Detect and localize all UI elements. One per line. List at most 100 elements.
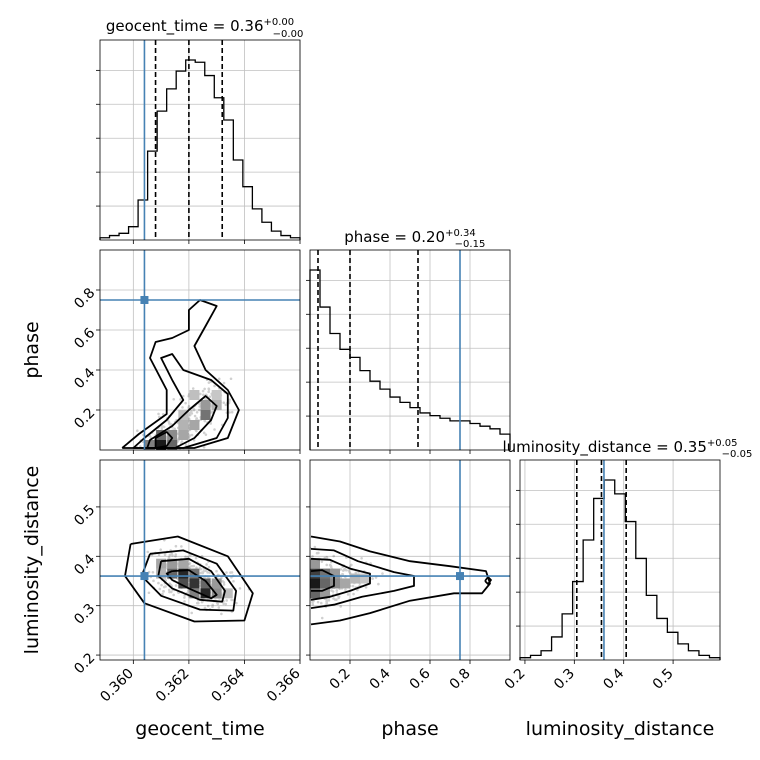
sample-point xyxy=(202,393,205,397)
sample-point xyxy=(159,451,162,454)
hist-geocent-time xyxy=(96,39,301,244)
sample-point xyxy=(161,457,164,460)
sample-point xyxy=(195,429,198,433)
density-cell xyxy=(211,578,222,589)
sample-point xyxy=(205,563,208,566)
sample-point xyxy=(183,600,186,603)
x-tick-label: 0.4 xyxy=(367,666,394,693)
sample-point xyxy=(216,601,219,605)
sample-point xyxy=(188,566,191,570)
y-tick-label: 0.4 xyxy=(71,551,98,578)
sample-point xyxy=(156,455,159,458)
scatter-phase-vs-geocent-time: 0.2 0.4 0.6 0.8 xyxy=(71,249,301,460)
density-cell xyxy=(156,440,167,450)
sample-point xyxy=(180,440,184,443)
sample-point xyxy=(335,589,339,592)
sample-point xyxy=(169,590,173,594)
sample-point xyxy=(208,571,211,574)
sample-point xyxy=(325,555,329,559)
y-tick-label: 0.5 xyxy=(71,502,98,529)
x-tick-label: 0.3 xyxy=(551,666,578,693)
title-geocent-time: geocent_time = 0.36+0.00 xyxy=(106,17,294,36)
sample-point xyxy=(203,606,207,610)
sample-point xyxy=(192,408,196,412)
sample-point xyxy=(381,572,384,575)
sample-point xyxy=(213,384,216,388)
sample-point xyxy=(147,591,151,595)
sample-point xyxy=(187,436,191,439)
sample-point xyxy=(187,394,190,398)
sample-point xyxy=(339,568,343,571)
sample-point xyxy=(152,451,155,454)
sample-point xyxy=(164,585,167,588)
sample-point xyxy=(325,597,328,601)
sample-point xyxy=(160,453,163,456)
sample-point xyxy=(157,415,161,419)
sample-point xyxy=(209,422,213,425)
plot-area xyxy=(100,250,300,460)
x-tick-label: 0.362 xyxy=(153,666,193,706)
density-cell xyxy=(330,568,340,579)
sample-point xyxy=(198,566,202,569)
sample-point xyxy=(170,552,174,556)
sample-point xyxy=(152,579,155,583)
density-cell xyxy=(320,568,330,579)
sample-point xyxy=(347,570,351,573)
sample-point xyxy=(200,571,203,574)
sample-point xyxy=(187,404,191,408)
x-tick-label: 0.360 xyxy=(97,666,137,706)
hist-phase xyxy=(306,249,511,454)
sample-point xyxy=(164,453,167,456)
sample-point xyxy=(325,601,329,605)
sample-point xyxy=(354,571,358,575)
sample-point xyxy=(230,598,233,602)
sample-point xyxy=(192,564,196,568)
sample-point xyxy=(301,554,304,557)
sample-point xyxy=(157,412,160,416)
plot-area xyxy=(295,460,510,660)
sample-point xyxy=(317,551,320,555)
sample-point xyxy=(295,588,298,591)
sample-point xyxy=(319,601,323,605)
sample-point xyxy=(179,398,182,401)
y-tick-label: 0.3 xyxy=(71,601,98,628)
sample-point xyxy=(221,579,225,583)
sample-point xyxy=(176,453,179,456)
sample-point xyxy=(332,597,335,600)
sample-point xyxy=(160,583,163,587)
scatter-luminosity-distance-vs-phase: 0.2 0.4 0.6 0.8 xyxy=(295,459,511,693)
sample-point xyxy=(222,602,225,606)
sample-point xyxy=(204,433,208,436)
sample-point xyxy=(162,425,166,429)
histogram-step xyxy=(309,269,511,450)
sample-point xyxy=(166,452,169,455)
sample-point xyxy=(154,450,157,453)
sample-point xyxy=(192,408,196,411)
sample-point xyxy=(168,582,172,585)
density-cell xyxy=(200,410,211,420)
density-cell xyxy=(189,578,200,589)
sample-point xyxy=(161,424,164,428)
sample-point xyxy=(304,573,307,576)
sample-point xyxy=(203,419,207,423)
sample-point xyxy=(195,566,198,569)
sample-point xyxy=(307,576,310,579)
sample-point xyxy=(177,452,180,455)
sample-point xyxy=(177,457,180,460)
sample-point xyxy=(304,559,307,562)
sample-point xyxy=(316,600,320,604)
ylabel-phase: phase xyxy=(21,321,43,378)
sample-point xyxy=(134,451,137,454)
sample-point xyxy=(202,570,205,573)
x-tick-label: 0.6 xyxy=(407,666,434,693)
x-tick-label: 0.2 xyxy=(327,666,354,693)
density-cell xyxy=(320,578,330,589)
sample-point xyxy=(168,590,171,594)
sample-point xyxy=(216,602,220,606)
sample-point xyxy=(330,589,333,592)
density-cell xyxy=(167,558,178,569)
sample-point xyxy=(159,548,162,551)
contour-line xyxy=(157,557,226,603)
sample-point xyxy=(181,406,184,409)
sample-point xyxy=(158,457,161,460)
